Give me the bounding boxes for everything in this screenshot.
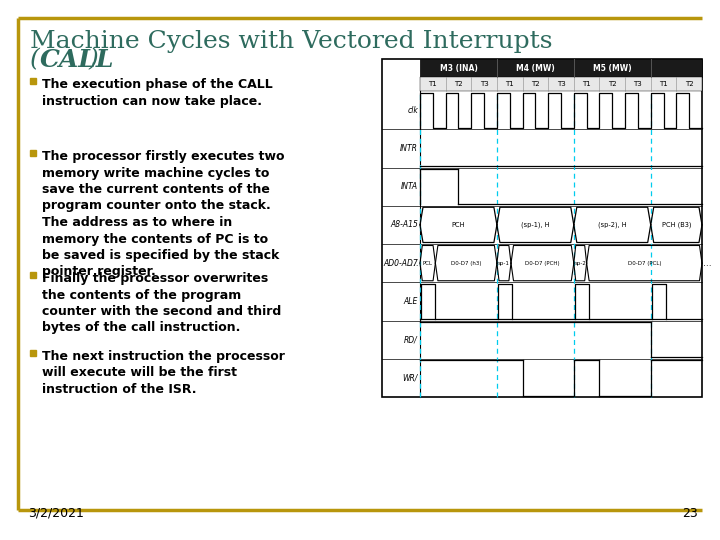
Text: PCH (B3): PCH (B3): [662, 221, 691, 228]
Text: INTR: INTR: [400, 144, 418, 153]
Text: T2: T2: [454, 81, 463, 87]
Text: The processor firstly executes two
memory write machine cycles to
save the curre: The processor firstly executes two memor…: [42, 150, 284, 279]
Bar: [420, 77, 702, 91]
Text: (sp-2), H: (sp-2), H: [598, 221, 626, 228]
Text: M3 (INA): M3 (INA): [439, 64, 477, 72]
Text: sp-1: sp-1: [498, 261, 510, 266]
Text: T3: T3: [634, 81, 642, 87]
Text: (: (: [30, 48, 40, 71]
Text: T1: T1: [582, 81, 591, 87]
Text: Finally the processor overwrites
the contents of the program
counter with the se: Finally the processor overwrites the con…: [42, 272, 282, 334]
Text: T3: T3: [557, 81, 565, 87]
Text: T1: T1: [659, 81, 668, 87]
Text: 3/2/2021: 3/2/2021: [28, 507, 84, 520]
Text: T1: T1: [428, 81, 437, 87]
Text: M5 (MW): M5 (MW): [593, 64, 631, 72]
Text: T1: T1: [505, 81, 514, 87]
Bar: [30, 272, 36, 278]
Text: M4 (MW): M4 (MW): [516, 64, 554, 72]
Text: D0-D7 (PCL): D0-D7 (PCL): [628, 261, 661, 266]
Text: T2: T2: [531, 81, 540, 87]
Text: AD0-AD7: AD0-AD7: [383, 259, 418, 268]
Text: A8-A15: A8-A15: [390, 220, 418, 230]
Bar: [382, 59, 702, 397]
Text: ALE: ALE: [404, 297, 418, 306]
Bar: [420, 59, 702, 77]
Text: RD/: RD/: [404, 335, 418, 344]
Text: PCL: PCL: [423, 261, 433, 266]
Bar: [30, 78, 36, 84]
Bar: [30, 150, 36, 156]
Text: clk: clk: [408, 106, 418, 114]
Text: INTA: INTA: [401, 182, 418, 191]
Text: sp-2: sp-2: [575, 261, 586, 266]
Text: Machine Cycles with Vectored Interrupts: Machine Cycles with Vectored Interrupts: [30, 30, 552, 53]
Text: The next instruction the processor
will execute will be the first
instruction of: The next instruction the processor will …: [42, 350, 285, 396]
Text: 23: 23: [683, 507, 698, 520]
Text: T2: T2: [608, 81, 616, 87]
Text: D0-D7 (h3): D0-D7 (h3): [451, 261, 482, 266]
Text: CALL: CALL: [40, 48, 114, 72]
Text: ): ): [88, 48, 98, 71]
Bar: [30, 350, 36, 356]
Text: ...: ...: [410, 259, 419, 268]
Text: The execution phase of the CALL
instruction can now take place.: The execution phase of the CALL instruct…: [42, 78, 273, 107]
Text: D0-D7 (PCH): D0-D7 (PCH): [525, 261, 559, 266]
Text: T3: T3: [480, 81, 488, 87]
Text: ...: ...: [703, 259, 711, 268]
Text: PCH: PCH: [451, 222, 465, 228]
Text: T2: T2: [685, 81, 693, 87]
Text: (sp-1), H: (sp-1), H: [521, 221, 549, 228]
Text: WR/: WR/: [402, 373, 418, 382]
